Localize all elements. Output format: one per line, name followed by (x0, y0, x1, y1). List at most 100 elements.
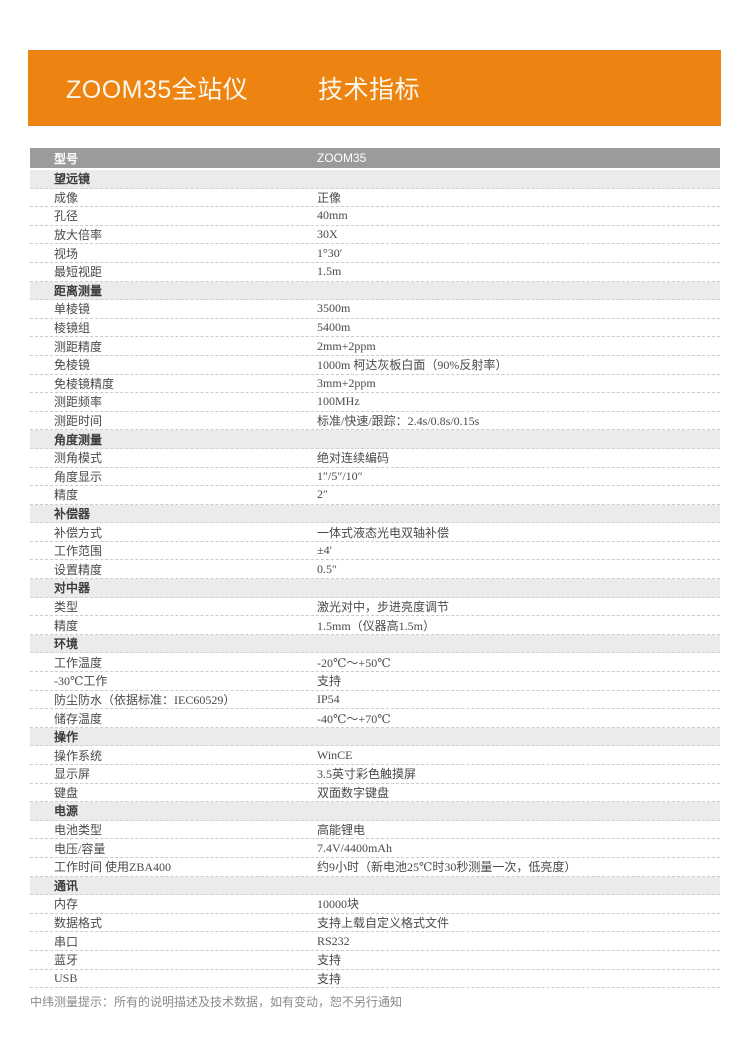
spec-table: 型号 ZOOM35 望远镜 成像 正像 孔径 40mm 放大倍率 30X 视场 1°30′ 最短视… (30, 148, 720, 989)
spec-value: 支持 (317, 971, 342, 986)
spec-value: 2″ (317, 487, 328, 502)
spec-label: 精度 (54, 618, 79, 633)
spec-label: 角度显示 (54, 469, 103, 484)
spec-value: RS232 (317, 933, 350, 948)
table-row: 棱镜组 5400m (30, 318, 720, 338)
spec-label: 工作范围 (54, 544, 103, 559)
model-value: ZOOM35 (317, 151, 367, 165)
table-row: 电池类型 高能锂电 (30, 820, 720, 840)
spec-label: USB (54, 970, 78, 985)
spec-label: 测角模式 (54, 451, 103, 466)
table-row: 测距频率 100MHz (30, 393, 720, 412)
spec-value: 100MHz (317, 394, 360, 409)
spec-value: 支持上载自定义格式文件 (317, 916, 450, 931)
spec-value: 高能锂电 (317, 823, 366, 838)
spec-label: 串口 (54, 934, 79, 949)
spec-label: 免棱镜精度 (54, 376, 115, 391)
table-row: 免棱镜精度 3mm+2ppm (30, 374, 720, 394)
spec-value: 1″/5″/10″ (317, 468, 363, 483)
spec-label: 棱镜组 (54, 321, 91, 336)
table-row: 键盘 双面数字键盘 (30, 783, 720, 803)
spec-value: WinCE (317, 747, 353, 762)
spec-value: 双面数字键盘 (317, 785, 390, 800)
section-header: 操作 (30, 727, 720, 747)
table-row: 孔径 40mm (30, 207, 720, 226)
table-row: 串口 RS232 (30, 932, 720, 951)
footer-note: 中纬测量提示：所有的说明描述及技术数据，如有变动，恕不另行通知 (30, 995, 403, 1009)
table-row: 单棱镜 3500m (30, 300, 720, 319)
table-row: 测距时间 标准/快速/跟踪：2.4s/0.8s/0.15s (30, 411, 720, 431)
spec-value: 5400m (317, 320, 351, 335)
spec-value: 30X (317, 227, 338, 242)
spec-label: 测距频率 (54, 395, 103, 410)
table-row: 测角模式 绝对连续编码 (30, 448, 720, 468)
table-row: 类型 激光对中，步进亮度调节 (30, 597, 720, 617)
product-title: ZOOM35全站仪 (66, 76, 249, 104)
spec-label: 设置精度 (54, 562, 103, 577)
table-row: 测距精度 2mm+2ppm (30, 337, 720, 356)
section-header: 电源 (30, 802, 720, 821)
section-header: 距离测量 (30, 281, 720, 301)
spec-label: 测距时间 (54, 414, 103, 429)
table-row: 角度显示 1″/5″/10″ (30, 467, 720, 487)
table-row: 成像 正像 (30, 188, 720, 208)
spec-value: 绝对连续编码 (317, 451, 390, 466)
section-header: 通讯 (30, 876, 720, 896)
spec-label: 电池类型 (54, 823, 103, 838)
section-header: 角度测量 (30, 430, 720, 449)
table-row: 最短视距 1.5m (30, 262, 720, 282)
section-header: 对中器 (30, 579, 720, 598)
spec-value: 约9小时（新电池25℃时30秒测量一次，低亮度） (317, 860, 577, 875)
spec-label: 工作温度 (54, 655, 103, 670)
spec-label: 类型 (54, 599, 79, 614)
table-row: 工作范围 ±4′ (30, 541, 720, 561)
spec-value: -40℃～+70℃ (317, 711, 391, 726)
table-row: 防尘防水（依据标准：IEC60529） IP54 (30, 690, 720, 710)
table-row: USB 支持 (30, 969, 720, 989)
spec-label: 电压/容量 (54, 841, 106, 856)
table-row: -30℃工作 支持 (30, 672, 720, 691)
table-header-row: 型号 ZOOM35 (30, 148, 720, 170)
spec-label: 数据格式 (54, 916, 103, 931)
spec-value: 1000m 柯达灰板白面（90%反射率） (317, 358, 508, 373)
spec-label: 孔径 (54, 209, 79, 224)
spec-label: 内存 (54, 897, 79, 912)
spec-value: 3500m (317, 301, 351, 316)
spec-label: 免棱镜 (54, 358, 91, 373)
spec-label: 成像 (54, 190, 79, 205)
table-row: 放大倍率 30X (30, 225, 720, 245)
spec-value: 激光对中，步进亮度调节 (317, 599, 450, 614)
spec-value: 3mm+2ppm (317, 375, 376, 390)
table-row: 补偿方式 一体式液态光电双轴补偿 (30, 523, 720, 542)
spec-value: 1.5mm（仪器高1.5m） (317, 618, 436, 633)
spec-label: 放大倍率 (54, 228, 103, 243)
spec-value: 40mm (317, 208, 348, 223)
section-header: 补偿器 (30, 504, 720, 524)
spec-label: 最短视距 (54, 265, 103, 280)
banner: ZOOM35全站仪 技术指标 (28, 50, 721, 126)
table-row: 显示屏 3.5英寸彩色触摸屏 (30, 765, 720, 784)
spec-value: 1°30′ (317, 245, 343, 260)
table-row: 视场 1°30′ (30, 244, 720, 263)
spec-value: 0.5″ (317, 561, 337, 576)
table-row: 储存温度 -40℃～+70℃ (30, 709, 720, 728)
table-row: 设置精度 0.5″ (30, 560, 720, 580)
spec-table-body: 望远镜 成像 正像 孔径 40mm 放大倍率 30X 视场 1°30′ 最短视距 1.5m 距离测量单… (30, 170, 720, 989)
spec-value: ±4′ (317, 543, 333, 558)
spec-label: 工作时间 使用ZBA400 (54, 860, 172, 875)
spec-label: 视场 (54, 246, 79, 261)
spec-label: 显示屏 (54, 767, 91, 782)
spec-value: -20℃～+50℃ (317, 655, 391, 670)
table-row: 精度 1.5mm（仪器高1.5m） (30, 616, 720, 635)
table-row: 数据格式 支持上载自定义格式文件 (30, 913, 720, 933)
spec-value: 10000块 (317, 897, 360, 912)
spec-value: 1.5m (317, 264, 342, 279)
spec-label: 键盘 (54, 785, 79, 800)
spec-value: 支持 (317, 953, 342, 968)
section-header: 望远镜 (30, 170, 720, 189)
table-row: 免棱镜 1000m 柯达灰板白面（90%反射率） (30, 355, 720, 375)
spec-label: 操作系统 (54, 748, 103, 763)
spec-value: 标准/快速/跟踪：2.4s/0.8s/0.15s (317, 414, 480, 429)
table-row: 工作温度 -20℃～+50℃ (30, 653, 720, 673)
